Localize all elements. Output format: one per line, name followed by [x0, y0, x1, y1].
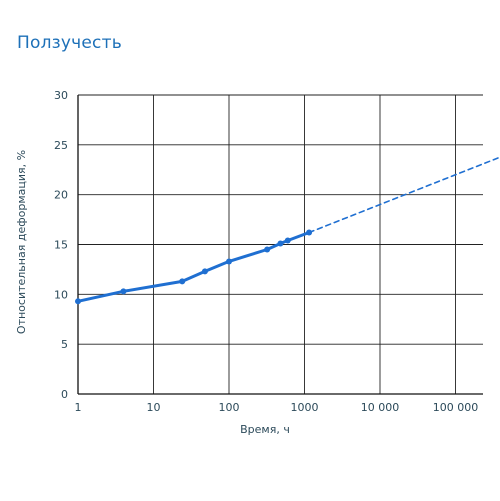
y-tick-label: 5 — [61, 338, 68, 351]
data-point — [179, 278, 186, 285]
x-tick-label: 100 000 — [433, 401, 479, 414]
x-tick-label: 100 — [219, 401, 240, 414]
y-tick-label: 30 — [54, 89, 68, 102]
x-tick-label: 10 — [147, 401, 161, 414]
y-tick-label: 25 — [54, 139, 68, 152]
data-point — [264, 246, 271, 253]
data-point — [284, 237, 291, 244]
y-tick-label: 0 — [61, 388, 68, 401]
series — [75, 156, 500, 305]
data-point — [120, 288, 127, 295]
series-line — [76, 231, 311, 303]
chart-title: Ползучесть — [17, 33, 122, 53]
x-tick-label: 1000 — [291, 401, 319, 414]
y-tick-label: 15 — [54, 239, 68, 252]
tick-labels: 0 5 10 15 20 25 30 1 10 100 1000 10 000 100 000 — [54, 89, 478, 414]
y-tick-label: 10 — [54, 288, 68, 301]
data-point — [277, 240, 284, 247]
x-tick-label: 10 000 — [361, 401, 400, 414]
axes — [77, 95, 483, 395]
x-tick-label: 1 — [75, 401, 82, 414]
data-point — [226, 258, 232, 265]
series-line-extrapolation — [308, 156, 500, 234]
data-point — [75, 298, 81, 305]
data-point — [201, 268, 208, 275]
y-tick-label: 20 — [54, 189, 68, 202]
grid — [78, 94, 483, 394]
x-axis-label: Время, ч — [240, 423, 290, 436]
y-axis-label: Относительная деформация, % — [15, 150, 28, 334]
